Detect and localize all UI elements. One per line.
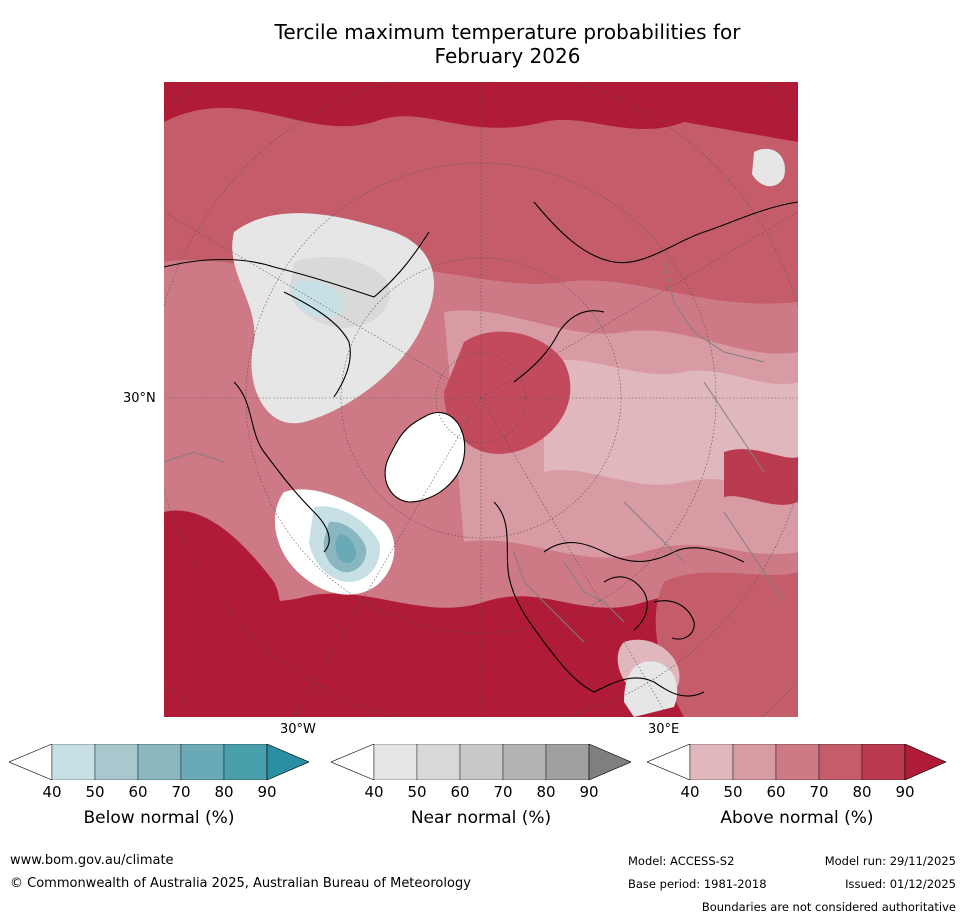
colorbar-below-title: Below normal (%) [83,808,235,828]
colorbar-above-title: Above normal (%) [720,808,874,828]
tick-near-90: 90 [579,783,599,801]
title-line-1: Tercile maximum temperature probabilitie… [274,20,741,44]
probability-map [164,82,798,717]
tick-below-70: 70 [171,783,191,801]
lat-label-30n: 30°N [123,391,156,406]
zone-atlantic-above-90 [164,510,281,717]
lon-label-30w: 30°W [280,722,316,737]
tick-above-50: 50 [723,783,743,801]
tick-above-90: 90 [895,783,915,801]
zone-pacific-near [752,148,785,187]
graticule [164,82,798,717]
model-text: Model: ACCESS-S2 [628,854,735,868]
colorbar-near-swatches [331,744,631,780]
tick-above-40: 40 [680,783,700,801]
zone-atlantic-below-70 [335,534,356,564]
tick-below-50: 50 [85,783,105,801]
base-period-text: Base period: 1981-2018 [628,877,767,891]
website-link[interactable]: www.bom.gov.au/climate [10,853,174,868]
chart-title: Tercile maximum temperature probabilitie… [0,20,965,68]
tick-below-60: 60 [128,783,148,801]
zone-hudson-below [292,280,345,318]
colorbar-near-title: Near normal (%) [410,808,552,828]
model-run-text: Model run: 29/11/2025 [824,854,956,868]
zone-sahara-above [655,572,798,717]
colorbar-above-normal: 40 50 60 70 80 90 Above normal (%) [647,744,947,854]
tick-near-80: 80 [536,783,556,801]
copyright-text: © Commonwealth of Australia 2025, Austra… [10,876,471,891]
tick-near-70: 70 [493,783,513,801]
zone-siberia-above-80 [724,449,798,505]
disclaimer-text: Boundaries are not considered authoritat… [701,900,956,914]
tick-above-60: 60 [766,783,786,801]
issued-text: Issued: 01/12/2025 [845,877,956,891]
colorbar-near-normal: 40 50 60 70 80 90 Near normal (%) [331,744,631,854]
tick-below-80: 80 [214,783,234,801]
zone-greenland [385,412,465,502]
tick-near-60: 60 [450,783,470,801]
lon-label-30e: 30°E [648,722,680,737]
tick-near-50: 50 [407,783,427,801]
colorbar-below-normal: 40 50 60 70 80 90 Below normal (%) [9,744,309,854]
tick-below-40: 40 [42,783,62,801]
title-line-2: February 2026 [434,44,581,68]
colorbar-below-swatches [9,744,309,780]
country-boundaries [164,261,785,643]
tick-near-40: 40 [364,783,384,801]
map-canvas [164,82,798,717]
colorbar-above-swatches [647,744,947,780]
zone-middle-east-near [624,661,678,717]
tick-above-70: 70 [809,783,829,801]
tick-below-90: 90 [257,783,277,801]
zone-arctic-above [444,331,571,454]
coastlines [164,201,798,697]
tick-above-80: 80 [852,783,872,801]
